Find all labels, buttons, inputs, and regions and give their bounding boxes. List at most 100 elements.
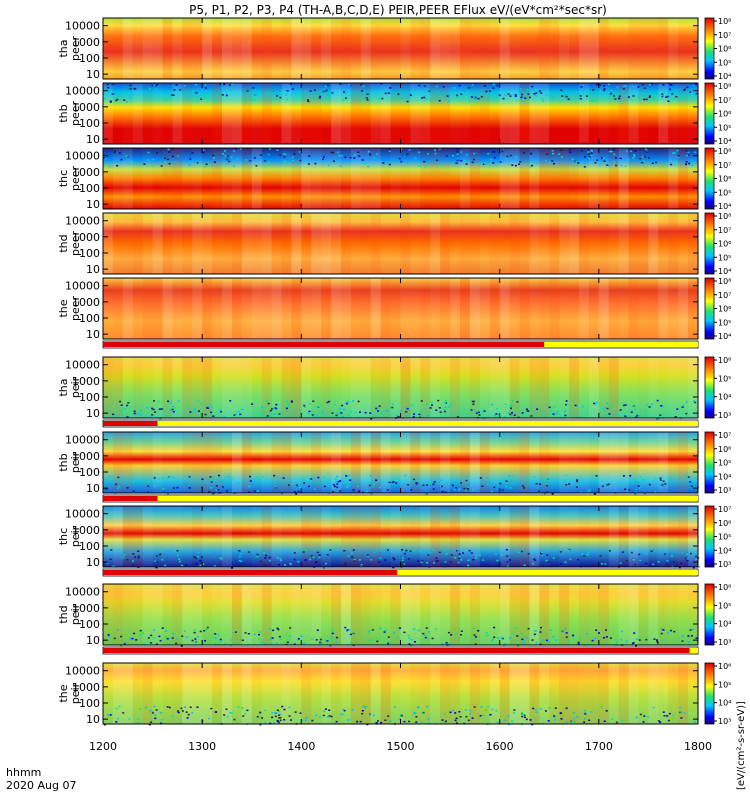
y-tick-label: 10000 [65, 434, 100, 447]
colorbar-tick-label: 10⁶ [718, 583, 731, 592]
colorbar-tick-label: 10⁶ [718, 662, 731, 671]
colorbar-tick-label: 10⁵ [718, 680, 731, 689]
y-tick-label: 1000 [72, 101, 100, 114]
spectrogram-image [103, 83, 698, 144]
colorbar [704, 147, 715, 210]
panel-ylabel: thdpeir [57, 603, 82, 625]
spectrogram-image [103, 357, 698, 418]
y-tick-label: 10 [86, 713, 100, 726]
colorbar-tick-label: 10⁷ [718, 226, 731, 235]
y-tick-label: 10 [86, 328, 100, 341]
x-axis-label: hhmm [6, 766, 41, 779]
colorbar-tick-label: 10⁶ [718, 519, 731, 528]
y-tick-label: 1000 [72, 450, 100, 463]
y-tick-label: 100 [79, 247, 100, 260]
colorbar-tick-label: 10⁸ [718, 82, 731, 91]
colorbar-tick-label: 10⁵ [718, 374, 731, 383]
colorbar-tick-label: 10⁴ [718, 620, 731, 629]
y-tick-label: 100 [79, 540, 100, 553]
colorbar-tick-label: 10⁶ [718, 175, 731, 184]
mode-bar-yellow [157, 421, 698, 426]
y-tick-label: 10000 [65, 665, 100, 678]
spectrogram-image [103, 213, 698, 274]
colorbar-tick-label: 10⁵ [718, 601, 731, 610]
spectrogram-image [103, 663, 698, 724]
colorbar-tick-label: 10⁶ [718, 110, 731, 119]
colorbar-tick-label: 10³ [718, 486, 731, 495]
colorbar [704, 212, 715, 275]
colorbar-tick-label: 10⁸ [718, 212, 731, 221]
y-tick-label: 10 [86, 68, 100, 81]
colorbar-tick-label: 10³ [718, 411, 731, 420]
spectrogram-image [103, 18, 698, 79]
mode-bar [102, 419, 699, 428]
panel-tha-peir: 10 100 1000 10000 thapeir 10³ 10⁴ 10⁵ 10⁶ [57, 356, 731, 420]
mode-bar-yellow [689, 648, 698, 653]
colorbar-tick-label: 10⁴ [718, 699, 731, 708]
y-tick-label: 10000 [65, 359, 100, 372]
colorbar-tick-label: 10⁷ [718, 431, 731, 440]
colorbar-tick-label: 10⁴ [718, 202, 731, 211]
colorbar-tick-label: 10⁵ [718, 58, 731, 67]
colorbar-tick-label: 10⁷ [718, 161, 731, 170]
mode-bar-yellow [157, 496, 698, 501]
panel-ylabel: thdpeer [57, 231, 82, 257]
colorbar-tick-label: 10⁷ [718, 291, 731, 300]
y-tick-label: 10 [86, 263, 100, 276]
x-axis: 1200 1300 1400 1500 1600 1700 1800 [89, 740, 712, 753]
mode-bar [102, 340, 699, 349]
colorbar-tick-label: 10⁴ [718, 332, 731, 341]
mode-bar [102, 568, 699, 577]
panel-the-peer: 10 100 1000 10000 thepeer 10⁴ 10⁵ 10⁶ 10⁷ 10⁸ [57, 277, 731, 341]
panel-ylabel: thepeir [57, 682, 82, 704]
panel-ylabel: thapeer [57, 36, 82, 62]
colorbar [704, 17, 715, 80]
spectrogram-image [103, 584, 698, 645]
mode-bar [102, 494, 699, 503]
mode-bar-red [103, 648, 690, 653]
spectrogram-image [103, 278, 698, 339]
colorbar-label: [eV/(cm²-s-sr-eV)] [736, 701, 747, 790]
y-tick-label: 100 [79, 391, 100, 404]
colorbar [704, 356, 715, 419]
colorbar-tick-label: 10⁶ [718, 356, 731, 365]
panel-ylabel: thbpeir [57, 451, 82, 473]
mode-bar-yellow [544, 342, 698, 347]
y-tick-label: 1000 [72, 375, 100, 388]
y-tick-label: 10 [86, 634, 100, 647]
y-tick-label: 10000 [65, 508, 100, 521]
panel-thc-peer: 10 100 1000 10000 thcpeer 10⁴ 10⁵ 10⁶ 10⁷ 10⁸ [57, 147, 731, 211]
colorbar-tick-label: 10⁴ [718, 267, 731, 276]
colorbar-tick-label: 10³ [718, 638, 731, 647]
y-tick-label: 10 [86, 133, 100, 146]
x-tick-label: 1200 [89, 740, 117, 753]
y-tick-label: 1000 [72, 524, 100, 537]
colorbar [704, 505, 715, 568]
y-tick-label: 100 [79, 312, 100, 325]
y-tick-label: 1000 [72, 602, 100, 615]
y-tick-label: 1000 [72, 36, 100, 49]
colorbar-tick-label: 10⁵ [718, 188, 731, 197]
y-tick-label: 10000 [65, 20, 100, 33]
panel-ylabel: thbpeer [57, 101, 82, 127]
y-tick-label: 10 [86, 482, 100, 495]
colorbar-tick-label: 10³ [718, 717, 731, 726]
mode-bar [102, 646, 699, 655]
chart-title: P5, P1, P2, P3, P4 (TH-A,B,C,D,E) PEIR,P… [189, 3, 607, 17]
colorbar-tick-label: 10⁶ [718, 445, 731, 454]
y-tick-label: 10000 [65, 586, 100, 599]
mode-bar-red [103, 421, 158, 426]
y-tick-label: 10000 [65, 150, 100, 163]
colorbar-tick-label: 10⁷ [718, 96, 731, 105]
colorbar [704, 277, 715, 340]
panel-thc-peir: 10 100 1000 10000 thcpeir 10³ 10⁴ 10⁵ 10⁶ 10⁷ [57, 505, 731, 569]
colorbar-tick-label: 10⁵ [718, 253, 731, 262]
y-tick-label: 100 [79, 182, 100, 195]
colorbar-tick-label: 10⁴ [718, 72, 731, 81]
panel-thd-peir: 10 100 1000 10000 thdpeir 10³ 10⁴ 10⁵ 10⁶ [57, 583, 731, 647]
date-label: 2020 Aug 07 [6, 779, 76, 792]
colorbar-tick-label: 10³ [718, 560, 731, 569]
panel-ylabel: thepeer [57, 296, 82, 322]
colorbar-tick-label: 10⁴ [718, 393, 731, 402]
panels-group: 10 100 1000 10000 thapeer 10⁴ 10⁵ 10⁶ 10⁷ 10⁸ 10 10… [57, 17, 731, 726]
